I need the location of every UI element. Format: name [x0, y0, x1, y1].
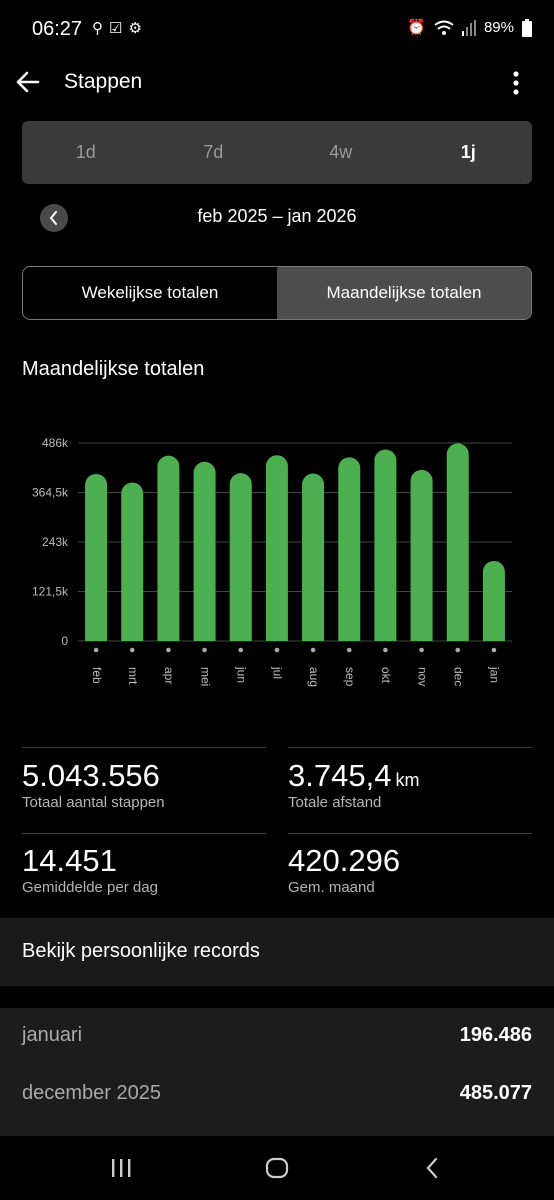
monthly-totals-option[interactable]: Maandelijkse totalen	[277, 267, 531, 319]
month-list: januari 196.486 december 2025 485.077	[0, 1008, 554, 1136]
x-tick-dot	[274, 647, 280, 653]
bar-mrt	[121, 482, 144, 641]
bar-jun	[229, 473, 252, 641]
x-tick-label: dec	[452, 667, 466, 686]
x-tick-label: jun	[235, 666, 249, 683]
month-value: 196.486	[459, 1024, 532, 1046]
wifi-icon	[434, 20, 454, 35]
signal-icon	[461, 20, 476, 36]
y-tick-label: 0	[61, 634, 68, 648]
x-tick-dot	[346, 647, 352, 653]
x-tick-dot	[419, 647, 424, 653]
status-time: 06:27	[32, 18, 83, 40]
y-tick-label: 243k	[42, 535, 69, 549]
monthly-steps-chart: 0 121,5k 243k 364,5k 486k feb mrt apr mei jun jul a…	[32, 436, 512, 687]
avg-month-label: Gem. maand	[288, 879, 375, 896]
x-tick-label: feb	[90, 667, 104, 684]
home-icon[interactable]	[265, 1157, 289, 1179]
x-tick-dot	[93, 647, 99, 653]
x-tick-dot	[202, 647, 207, 653]
x-tick-label: jul	[271, 666, 285, 679]
y-tick-label: 364,5k	[32, 486, 69, 500]
list-item[interactable]: januari 196.486	[0, 1008, 554, 1066]
month-value: 485.077	[459, 1082, 532, 1104]
bar-feb	[85, 473, 108, 641]
x-tick-label: nov	[415, 667, 429, 686]
system-nav-bar	[0, 1136, 554, 1200]
tab-4w[interactable]: 4w	[329, 142, 353, 162]
avg-month-value: 420.296	[288, 843, 401, 878]
x-tick-dot	[129, 647, 135, 653]
more-options-icon[interactable]	[506, 70, 526, 96]
bar-dec	[446, 443, 469, 641]
weekly-totals-option[interactable]: Wekelijkse totalen	[81, 283, 219, 302]
y-tick-label: 121,5k	[32, 585, 69, 599]
x-tick-dot	[310, 647, 316, 653]
bar-aug	[302, 473, 325, 641]
battery-icon	[522, 19, 532, 37]
month-label: januari	[22, 1024, 83, 1046]
divider	[22, 833, 266, 834]
settings-icon: ⚙	[128, 20, 142, 37]
chevron-left-icon	[49, 211, 57, 225]
checkbox-icon: ☑	[109, 20, 123, 37]
x-tick-dot	[238, 647, 244, 653]
total-distance: 3.745,4 km	[288, 758, 419, 794]
bar-jul	[265, 455, 288, 641]
usb-icon: ⚲	[92, 20, 103, 37]
page-title: Stappen	[64, 70, 143, 93]
bar-sep	[338, 457, 361, 641]
recent-apps-icon[interactable]	[110, 1158, 132, 1178]
status-bar: 06:27 ⚲ ☑ ⚙ ⏰ 89%	[0, 0, 554, 60]
personal-records-label: Bekijk persoonlijke records	[22, 940, 260, 962]
x-tick-dot	[166, 647, 171, 653]
avg-per-day-value: 14.451	[22, 843, 117, 878]
x-tick-label: mei	[198, 667, 212, 686]
bar-apr	[157, 455, 180, 641]
y-tick-label: 486k	[42, 436, 69, 450]
date-range-label: feb 2025 – jan 2026	[197, 206, 357, 226]
bar-okt	[374, 449, 397, 641]
x-tick-label: sep	[343, 667, 357, 687]
system-back-icon[interactable]	[424, 1157, 440, 1179]
personal-records-link[interactable]: Bekijk persoonlijke records	[0, 918, 554, 986]
alarm-icon: ⏰	[407, 19, 426, 36]
x-tick-label: aug	[307, 667, 321, 687]
total-steps-label: Totaal aantal stappen	[22, 794, 165, 811]
total-distance-label: Totale afstand	[288, 794, 382, 811]
totals-toggle: Wekelijkse totalen Maandelijkse totalen	[22, 266, 532, 320]
previous-period-button[interactable]	[40, 204, 68, 232]
divider	[288, 833, 532, 834]
avg-per-day-label: Gemiddelde per dag	[22, 879, 158, 896]
divider	[288, 747, 532, 748]
month-label: december 2025	[22, 1082, 161, 1104]
x-tick-label: jan	[488, 666, 502, 683]
list-item[interactable]: december 2025 485.077	[0, 1066, 554, 1124]
distance-unit: km	[395, 770, 420, 790]
x-tick-label: apr	[162, 667, 176, 684]
x-tick-label: mrt	[126, 667, 140, 685]
total-distance-value: 3.745,4	[288, 758, 392, 793]
range-selector: 1d 7d 4w 1j	[22, 121, 532, 184]
x-tick-label: okt	[379, 667, 393, 684]
bar-jan	[482, 560, 505, 641]
battery-percentage: 89%	[483, 19, 514, 36]
back-arrow-icon[interactable]	[14, 68, 42, 96]
bar-nov	[410, 469, 433, 641]
x-tick-dot	[455, 647, 461, 653]
divider	[22, 747, 266, 748]
tab-7d[interactable]: 7d	[203, 142, 224, 162]
total-steps-value: 5.043.556	[22, 758, 160, 793]
x-tick-dot	[383, 647, 388, 653]
section-title: Maandelijkse totalen	[22, 358, 205, 380]
bar-mei	[193, 461, 216, 641]
x-tick-dot	[491, 647, 497, 653]
tab-1j[interactable]: 1j	[460, 142, 476, 162]
tab-1d[interactable]: 1d	[75, 142, 96, 162]
